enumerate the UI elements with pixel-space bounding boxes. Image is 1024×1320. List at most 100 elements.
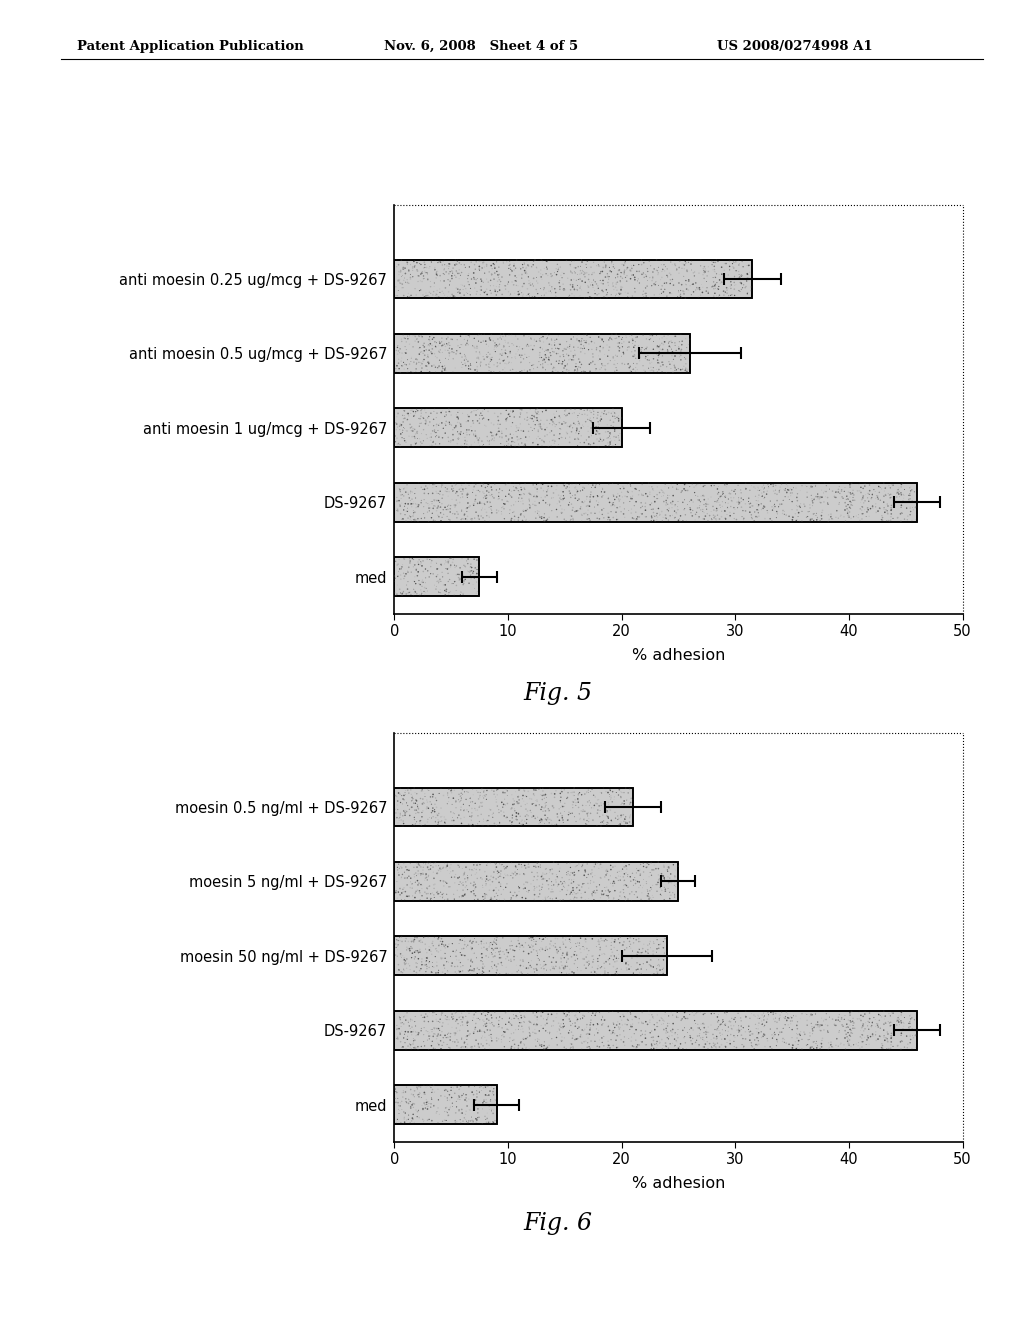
Point xyxy=(402,434,419,455)
Point xyxy=(452,422,468,444)
Point xyxy=(429,496,445,517)
Point xyxy=(441,548,458,569)
Point xyxy=(705,1024,721,1045)
Point xyxy=(450,502,466,523)
Point xyxy=(431,355,447,376)
Point xyxy=(627,867,643,888)
Point xyxy=(458,411,474,432)
Point xyxy=(440,552,457,573)
Point xyxy=(423,342,439,363)
Point xyxy=(416,408,432,429)
Point xyxy=(461,424,477,445)
Point xyxy=(612,807,629,828)
Point xyxy=(391,342,408,363)
Point xyxy=(433,928,450,949)
Point xyxy=(409,433,425,454)
Point xyxy=(485,784,502,805)
Point xyxy=(534,436,550,457)
Point xyxy=(535,874,551,895)
Point xyxy=(418,339,434,360)
Point xyxy=(462,281,478,302)
Point xyxy=(470,429,486,450)
Point xyxy=(428,249,444,271)
Point xyxy=(530,502,547,523)
Point xyxy=(569,1010,586,1031)
Point xyxy=(428,480,444,502)
Point xyxy=(645,502,662,523)
Point xyxy=(541,272,557,293)
Point xyxy=(799,482,815,503)
Point xyxy=(565,347,582,368)
Point xyxy=(695,1030,712,1051)
Point xyxy=(487,1090,504,1111)
Point xyxy=(719,1024,735,1045)
Point xyxy=(873,1038,890,1059)
Point xyxy=(863,1016,880,1038)
Point xyxy=(567,399,584,420)
Point xyxy=(784,1038,801,1059)
Point xyxy=(667,1023,683,1044)
Point xyxy=(650,961,667,982)
Point xyxy=(904,510,921,531)
Point xyxy=(425,281,441,302)
Point xyxy=(659,1012,676,1034)
Point xyxy=(637,506,653,527)
Point xyxy=(490,862,507,883)
Point xyxy=(423,556,439,577)
Point xyxy=(518,1038,535,1059)
Point xyxy=(505,940,521,961)
Point xyxy=(536,1035,552,1056)
Point xyxy=(422,333,438,354)
Point xyxy=(555,279,571,300)
Point xyxy=(478,874,495,895)
Point xyxy=(390,931,407,952)
Point xyxy=(477,884,494,906)
Point xyxy=(804,1036,820,1057)
Point xyxy=(522,1023,539,1044)
Point xyxy=(460,870,476,891)
Point xyxy=(778,1010,795,1031)
Point xyxy=(416,1082,432,1104)
Point xyxy=(459,1014,475,1035)
Point xyxy=(426,474,442,495)
Point xyxy=(646,1034,663,1055)
Point xyxy=(469,564,485,585)
Point xyxy=(615,255,632,276)
Point xyxy=(836,480,852,502)
Point xyxy=(680,480,696,502)
Point xyxy=(474,405,490,426)
Point xyxy=(454,500,470,521)
Point xyxy=(614,477,631,498)
Point xyxy=(896,1012,912,1034)
Point xyxy=(512,413,528,434)
Point xyxy=(698,1027,715,1048)
Point xyxy=(457,931,473,952)
Point xyxy=(572,356,589,378)
Point xyxy=(460,960,476,981)
Point xyxy=(626,337,642,358)
Point xyxy=(420,1096,436,1117)
Point xyxy=(428,422,444,444)
Text: Nov. 6, 2008   Sheet 4 of 5: Nov. 6, 2008 Sheet 4 of 5 xyxy=(384,40,579,53)
Point xyxy=(413,788,429,809)
Point xyxy=(427,426,443,447)
Point xyxy=(396,954,413,975)
Point xyxy=(487,787,504,808)
Point xyxy=(486,257,503,279)
Point xyxy=(414,582,430,603)
Point xyxy=(657,1002,674,1023)
Point xyxy=(580,282,596,304)
Point xyxy=(450,428,466,449)
Point xyxy=(504,432,520,453)
Point xyxy=(735,1028,752,1049)
Point xyxy=(815,482,831,503)
Point xyxy=(453,326,469,347)
Point xyxy=(526,890,543,911)
Point xyxy=(459,333,475,354)
Point xyxy=(396,862,413,883)
Point xyxy=(410,508,426,529)
Point xyxy=(435,870,452,891)
Point xyxy=(730,1003,746,1024)
Point xyxy=(764,496,780,517)
Point xyxy=(603,932,620,953)
